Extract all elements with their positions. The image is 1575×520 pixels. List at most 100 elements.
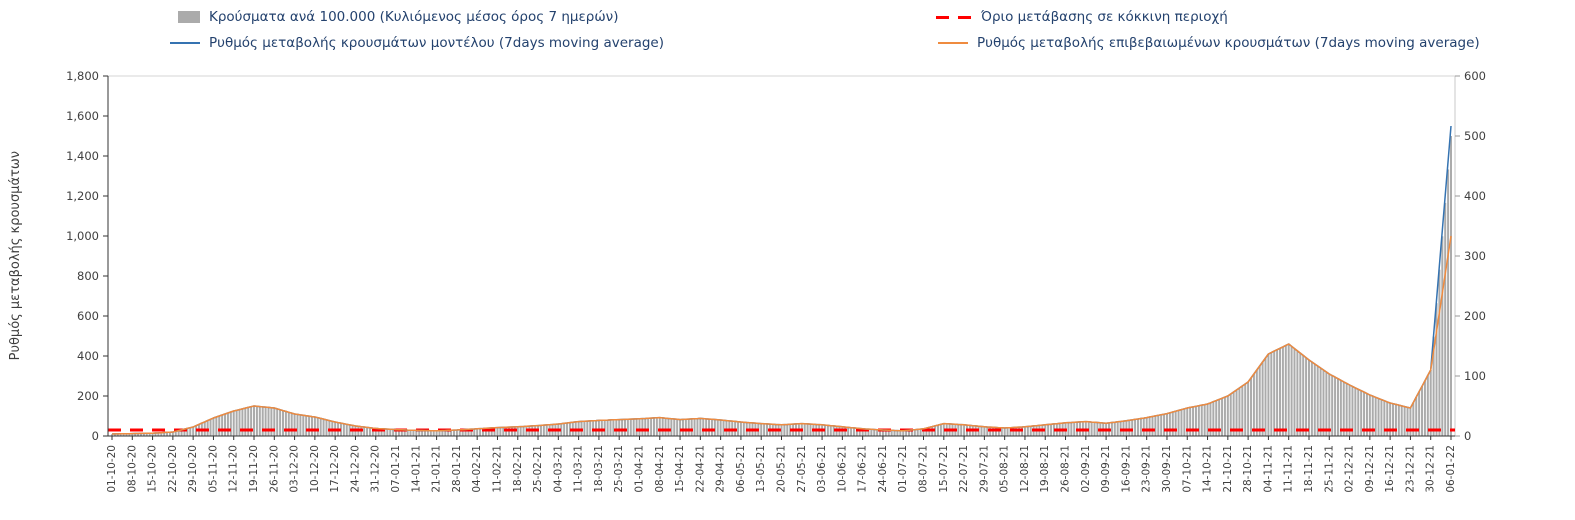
y-left-tick-labels: 0 200 400 600 800 1,000 1,200 1,400 1,600 1,800 (66, 69, 108, 443)
svg-text:25-03-21: 25-03-21 (613, 445, 625, 493)
svg-text:05-08-21: 05-08-21 (999, 445, 1011, 493)
dashed-line-swatch-icon (936, 15, 972, 19)
svg-text:12-11-20: 12-11-20 (228, 445, 240, 493)
svg-text:100: 100 (1464, 369, 1486, 383)
svg-text:10-12-20: 10-12-20 (309, 445, 321, 493)
x-axis-labels: 01-10-20 08-10-20 15-10-20 22-10-20 29-10-20… (106, 436, 1457, 493)
legend-label-confirmed: Ρυθμός μεταβολής επιβεβαιωμένων κρουσμάτ… (977, 35, 1480, 51)
svg-text:22-04-21: 22-04-21 (694, 445, 706, 493)
svg-text:1,800: 1,800 (66, 69, 99, 83)
svg-text:24-06-21: 24-06-21 (877, 445, 889, 493)
legend-label-cases: Κρούσματα ανά 100.000 (Κυλιόμενος μέσος … (209, 9, 619, 25)
svg-text:04-11-21: 04-11-21 (1262, 445, 1274, 493)
svg-text:21-01-21: 21-01-21 (431, 445, 443, 493)
svg-text:23-12-21: 23-12-21 (1404, 445, 1416, 493)
cases-bars (111, 136, 1452, 436)
svg-text:17-06-21: 17-06-21 (857, 445, 869, 493)
model-line-swatch-icon (170, 42, 200, 44)
svg-text:01-04-21: 01-04-21 (633, 445, 645, 493)
svg-text:15-07-21: 15-07-21 (938, 445, 950, 493)
svg-text:0: 0 (92, 429, 99, 443)
svg-text:06-05-21: 06-05-21 (735, 445, 747, 493)
svg-text:29-04-21: 29-04-21 (715, 445, 727, 493)
svg-text:14-01-21: 14-01-21 (410, 445, 422, 493)
svg-text:1,000: 1,000 (66, 229, 99, 243)
legend-item-cases: Κρούσματα ανά 100.000 (Κυλιόμενος μέσος … (178, 9, 618, 25)
svg-text:200: 200 (1464, 309, 1486, 323)
svg-text:21-10-21: 21-10-21 (1222, 445, 1234, 493)
svg-text:01-10-20: 01-10-20 (106, 445, 118, 493)
svg-text:10-06-21: 10-06-21 (836, 445, 848, 493)
y-right-tick-labels: 0 100 200 300 400 500 600 (1455, 69, 1486, 443)
svg-text:31-12-20: 31-12-20 (370, 445, 382, 493)
svg-text:400: 400 (1464, 189, 1486, 203)
svg-text:05-11-20: 05-11-20 (207, 445, 219, 493)
svg-text:07-01-21: 07-01-21 (390, 445, 402, 493)
confirmed-line-swatch-icon (938, 42, 968, 44)
svg-text:01-07-21: 01-07-21 (897, 445, 909, 493)
svg-text:27-05-21: 27-05-21 (796, 445, 808, 493)
legend-item-threshold: Όριο μετάβασης σε κόκκινη περιοχή (936, 9, 1228, 25)
svg-text:16-09-21: 16-09-21 (1120, 445, 1132, 493)
confirmed-line (111, 235, 1452, 435)
svg-text:04-02-21: 04-02-21 (471, 445, 483, 493)
svg-text:16-12-21: 16-12-21 (1384, 445, 1396, 493)
svg-text:300: 300 (1464, 249, 1486, 263)
svg-text:19-11-20: 19-11-20 (248, 445, 260, 493)
svg-text:03-06-21: 03-06-21 (816, 445, 828, 493)
svg-text:11-11-21: 11-11-21 (1283, 445, 1295, 493)
svg-text:30-09-21: 30-09-21 (1161, 445, 1173, 493)
legend-label-model: Ρυθμός μεταβολής κρουσμάτων μοντέλου (7d… (209, 35, 665, 51)
svg-text:29-07-21: 29-07-21 (978, 445, 990, 493)
svg-text:06-01-22: 06-01-22 (1445, 445, 1457, 493)
svg-text:02-09-21: 02-09-21 (1080, 445, 1092, 493)
svg-text:02-12-21: 02-12-21 (1344, 445, 1356, 493)
bar-series-swatch-icon (178, 11, 200, 23)
svg-text:09-12-21: 09-12-21 (1364, 445, 1376, 493)
svg-text:500: 500 (1464, 129, 1486, 143)
svg-text:1,200: 1,200 (66, 189, 99, 203)
svg-text:18-11-21: 18-11-21 (1303, 445, 1315, 493)
svg-text:15-04-21: 15-04-21 (674, 445, 686, 493)
svg-text:1,600: 1,600 (66, 109, 99, 123)
svg-text:20-05-21: 20-05-21 (776, 445, 788, 493)
svg-text:30-12-21: 30-12-21 (1425, 445, 1437, 493)
svg-text:18-03-21: 18-03-21 (593, 445, 605, 493)
svg-text:09-09-21: 09-09-21 (1100, 445, 1112, 493)
svg-text:1,400: 1,400 (66, 149, 99, 163)
svg-text:400: 400 (77, 349, 99, 363)
svg-text:15-10-20: 15-10-20 (147, 445, 159, 493)
svg-text:04-03-21: 04-03-21 (552, 445, 564, 493)
svg-text:22-10-20: 22-10-20 (167, 445, 179, 493)
svg-text:800: 800 (77, 269, 99, 283)
svg-text:600: 600 (77, 309, 99, 323)
svg-text:12-08-21: 12-08-21 (1019, 445, 1031, 493)
svg-text:19-08-21: 19-08-21 (1039, 445, 1051, 493)
svg-text:200: 200 (77, 389, 99, 403)
svg-text:13-05-21: 13-05-21 (755, 445, 767, 493)
svg-text:08-10-20: 08-10-20 (126, 445, 138, 493)
svg-text:08-04-21: 08-04-21 (654, 445, 666, 493)
svg-text:28-10-21: 28-10-21 (1242, 445, 1254, 493)
svg-text:08-07-21: 08-07-21 (918, 445, 930, 493)
svg-text:23-09-21: 23-09-21 (1141, 445, 1153, 493)
svg-text:18-02-21: 18-02-21 (512, 445, 524, 493)
svg-text:17-12-20: 17-12-20 (329, 445, 341, 493)
legend-label-threshold: Όριο μετάβασης σε κόκκινη περιοχή (981, 9, 1228, 25)
svg-text:11-03-21: 11-03-21 (573, 445, 585, 493)
svg-text:03-12-20: 03-12-20 (289, 445, 301, 493)
svg-text:28-01-21: 28-01-21 (451, 445, 463, 493)
svg-text:29-10-20: 29-10-20 (187, 445, 199, 493)
legend-item-model: Ρυθμός μεταβολής κρουσμάτων μοντέλου (7d… (170, 35, 664, 51)
svg-text:24-12-20: 24-12-20 (349, 445, 361, 493)
svg-text:0: 0 (1464, 429, 1471, 443)
svg-text:14-10-21: 14-10-21 (1202, 445, 1214, 493)
svg-text:26-11-20: 26-11-20 (268, 445, 280, 493)
svg-text:07-10-21: 07-10-21 (1181, 445, 1193, 493)
svg-text:22-07-21: 22-07-21 (958, 445, 970, 493)
legend-item-confirmed: Ρυθμός μεταβολής επιβεβαιωμένων κρουσμάτ… (938, 35, 1480, 51)
svg-text:25-02-21: 25-02-21 (532, 445, 544, 493)
svg-text:600: 600 (1464, 69, 1486, 83)
